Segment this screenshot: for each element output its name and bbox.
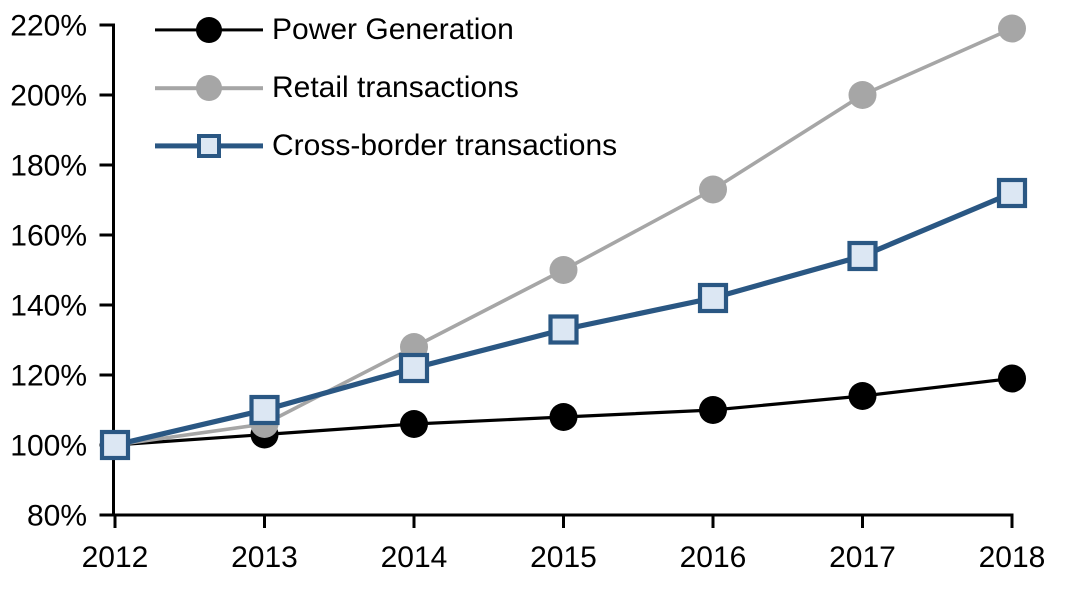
x-tick-label: 2018 (979, 541, 1046, 574)
x-tick-label: 2016 (680, 541, 747, 574)
legend-marker-retail-transactions-icon (196, 75, 222, 101)
x-tick-label: 2014 (381, 541, 448, 574)
legend-label-cross-border-transactions: Cross-border transactions (272, 129, 618, 162)
marker-retail-transactions-2015 (549, 256, 578, 284)
y-tick-label: 200% (10, 80, 87, 113)
marker-power-generation-2014 (400, 410, 428, 438)
legend-swatch-power-generation (155, 15, 263, 45)
marker-cross-border-transactions-2018 (996, 177, 1028, 209)
y-tick-label: 220% (10, 10, 87, 43)
x-tick-label: 2015 (530, 541, 597, 574)
y-tick-label: 160% (10, 220, 87, 253)
marker-power-generation-2017 (848, 382, 877, 410)
legend-swatch-cross-border-transactions (155, 131, 263, 161)
marker-power-generation-2015 (549, 403, 578, 431)
legend-marker-cross-border-transactions-icon (197, 134, 221, 158)
x-tick-label: 2012 (82, 541, 149, 574)
legend-item-cross-border-transactions: Cross-border transactions (155, 117, 617, 175)
y-tick-label: 180% (10, 150, 87, 183)
marker-cross-border-transactions-2017 (847, 240, 878, 272)
y-tick-label: 140% (10, 290, 87, 323)
legend-label-power-generation: Power Generation (272, 13, 514, 46)
y-tick-label: 80% (27, 500, 87, 533)
legend-swatch-retail-transactions (155, 73, 263, 103)
marker-cross-border-transactions-2013 (249, 394, 280, 426)
marker-cross-border-transactions-2012 (99, 429, 131, 461)
x-tick-label: 2017 (829, 541, 896, 574)
y-tick-label: 100% (10, 430, 87, 463)
legend-item-power-generation: Power Generation (155, 1, 617, 59)
marker-cross-border-transactions-2016 (697, 282, 729, 314)
chart-legend: Power Generation Retail transactions Cross… (155, 1, 617, 175)
legend-item-retail-transactions: Retail transactions (155, 59, 617, 117)
marker-retail-transactions-2017 (848, 81, 877, 109)
legend-marker-power-generation-icon (196, 17, 222, 43)
marker-cross-border-transactions-2014 (398, 352, 430, 384)
marker-retail-transactions-2018 (998, 14, 1026, 43)
marker-power-generation-2016 (699, 396, 727, 424)
marker-cross-border-transactions-2015 (548, 314, 579, 345)
legend-label-retail-transactions: Retail transactions (272, 71, 519, 104)
marker-retail-transactions-2016 (699, 175, 727, 204)
x-tick-label: 2013 (231, 541, 298, 574)
marker-power-generation-2018 (998, 364, 1026, 393)
y-tick-label: 120% (10, 360, 87, 393)
